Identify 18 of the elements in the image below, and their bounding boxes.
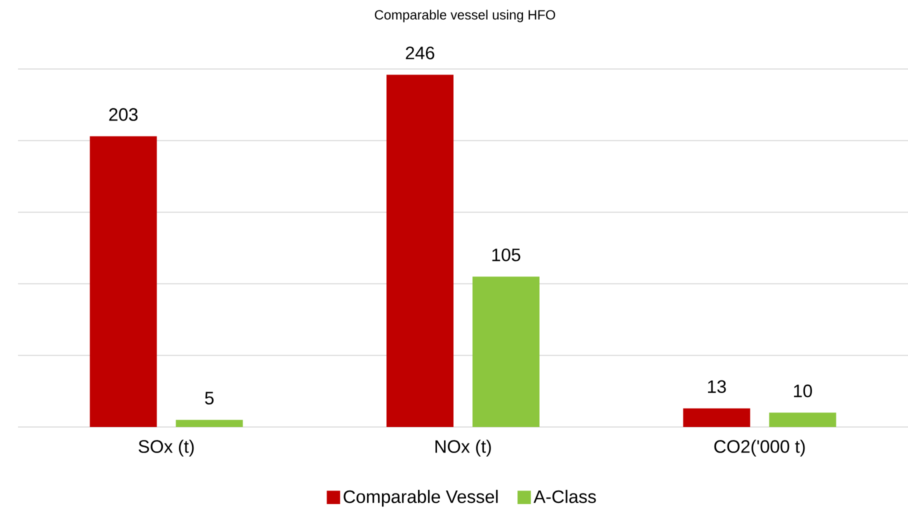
legend-label: Comparable Vessel <box>344 490 498 507</box>
bar <box>176 420 243 427</box>
bar <box>769 412 836 427</box>
data-label: 13 <box>708 380 726 393</box>
data-label: 10 <box>794 384 812 398</box>
chart-title: Comparable vessel using HFO <box>374 10 556 22</box>
x-tick-label: CO2('000 t) <box>714 440 805 456</box>
x-tick-label: NOx (t) <box>435 440 491 456</box>
data-label: 203 <box>109 108 138 121</box>
x-tick-label: SOx (t) <box>138 440 194 456</box>
bar <box>683 408 750 427</box>
legend-label: A-Class <box>534 490 596 504</box>
data-label: 246 <box>406 46 434 60</box>
data-label: 105 <box>492 248 520 262</box>
bar <box>90 136 157 427</box>
data-label: 5 <box>205 392 214 404</box>
bar <box>472 276 540 427</box>
bar <box>386 74 454 427</box>
